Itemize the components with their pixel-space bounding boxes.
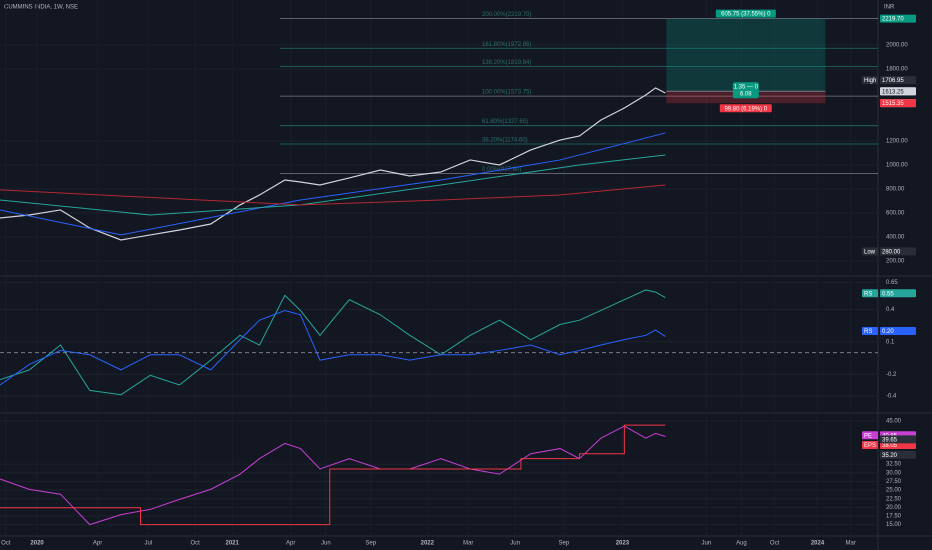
x-tick-label: 2022: [421, 541, 435, 547]
fib-label: 100.00%(1573.75): [482, 90, 531, 96]
tag-prefix: [862, 431, 878, 440]
fib-label: 138.20%(1819.84): [482, 60, 531, 66]
tag-prefix-label: EPS: [864, 443, 876, 449]
target-zone: [666, 18, 826, 92]
price-tag-label: 0.20: [882, 329, 894, 335]
x-tick-label: Oct: [190, 541, 200, 547]
price-tag: [880, 87, 916, 96]
tag-prefix: [862, 76, 878, 85]
price-tag: [880, 14, 916, 23]
series-line: [0, 184, 666, 206]
y-tick-label: 32.50: [886, 462, 902, 468]
x-tick-label: Apr: [286, 541, 295, 547]
price-tag-label: 1706.95: [882, 78, 904, 84]
ratio-label: 1.35 — 0: [734, 84, 759, 90]
series-line: [0, 289, 666, 396]
target-box: [715, 9, 776, 18]
price-tag-label: 1613.25: [882, 89, 904, 95]
price-tag-label: 0.55: [882, 291, 894, 297]
series-line: [0, 309, 666, 386]
price-tag: [880, 289, 916, 298]
y-tick-label: 22.50: [886, 496, 902, 502]
price-tag-label: 1515.35: [882, 101, 904, 107]
y-tick-label: 0.65: [886, 280, 898, 286]
tag-prefix-label: PE: [864, 433, 872, 439]
x-tick-label: Jun: [510, 541, 520, 547]
x-tick-label: 2024: [811, 541, 825, 547]
x-tick-label: Apr: [93, 541, 102, 547]
x-tick-label: Aug: [736, 541, 747, 547]
tag-prefix-label: High: [864, 78, 876, 84]
y-tick-label: 30.00: [886, 470, 902, 476]
y-tick-label: 1800.00: [886, 67, 908, 73]
y-tick-label: 800.00: [886, 187, 905, 193]
price-tag-label: 38.05: [882, 443, 898, 449]
y-tick-label: 25.00: [886, 488, 902, 494]
y-tick-label: 0.1: [886, 339, 895, 345]
fib-label: 200.00%(2219.70): [482, 12, 531, 18]
price-tag: [880, 327, 916, 335]
series-line: [0, 424, 666, 526]
tag-prefix: [862, 289, 878, 298]
price-tag: [880, 99, 916, 108]
price-tag: [880, 435, 916, 444]
x-tick-label: Mar: [463, 541, 473, 547]
y-tick-label: 2000.00: [886, 43, 908, 49]
tag-prefix-label: Low: [864, 249, 876, 255]
x-tick-label: Sep: [559, 541, 570, 547]
price-tag: [880, 247, 916, 256]
price-tag-label: 2219.70: [882, 17, 904, 23]
ratio-box: [732, 82, 759, 99]
fib-label: 161.80%(1972.85): [482, 42, 531, 48]
x-tick-label: 2020: [30, 541, 44, 547]
x-tick-label: Oct: [1, 541, 11, 547]
y-tick-label: -0.4: [886, 393, 897, 399]
price-tag-label: 280.00: [882, 249, 901, 255]
y-tick-label: 27.50: [886, 479, 902, 485]
x-tick-label: Jun: [701, 541, 711, 547]
currency: INR: [884, 5, 895, 11]
y-tick-label: 0.4: [886, 307, 895, 313]
tag-prefix-label: RS: [864, 291, 872, 297]
y-tick-label: 200.00: [886, 259, 905, 265]
y-tick-label: -0.2: [886, 372, 897, 378]
series-line: [0, 132, 666, 236]
x-tick-label: 2023: [616, 541, 630, 547]
x-tick-label: Oct: [770, 541, 780, 547]
y-tick-label: 1000.00: [886, 163, 908, 169]
series-line: [0, 425, 666, 526]
fib-label: 38.20%(1174.60): [482, 138, 528, 144]
y-tick-label: 45.00: [886, 418, 902, 424]
fib-label: 61.80%(1327.65): [482, 119, 528, 125]
price-line: [0, 87, 666, 241]
price-tag-label: 35.20: [882, 453, 898, 459]
stop-label: 99.80 (6.19%) 0: [724, 106, 767, 112]
y-tick-label: 20.00: [886, 505, 902, 511]
x-tick-label: Jun: [321, 541, 331, 547]
y-tick-label: 15.00: [886, 522, 902, 528]
price-tag: [880, 76, 916, 85]
target-label: 605.75 (37.55%) 0: [721, 12, 771, 18]
price-tag-label: 39.65: [882, 437, 898, 443]
ratio-label: 6.08: [740, 91, 752, 97]
tag-prefix: [862, 327, 878, 335]
tag-prefix: [862, 247, 878, 256]
series-line: [0, 154, 666, 216]
tag-prefix: [862, 440, 878, 449]
y-tick-label: 17.50: [886, 514, 902, 520]
tag-prefix-label: RS: [864, 329, 872, 335]
x-tick-label: Sep: [365, 541, 376, 547]
price-tag: [880, 450, 916, 459]
x-tick-label: Jul: [144, 541, 152, 547]
chart-title: CUMMINS INDIA, 1W, NSE: [4, 5, 78, 11]
x-tick-label: 2021: [226, 541, 240, 547]
y-tick-label: 400.00: [886, 235, 905, 241]
x-tick-label: Mar: [846, 541, 856, 547]
y-tick-label: 1200.00: [886, 139, 908, 145]
y-tick-label: 600.00: [886, 211, 905, 217]
stop-box: [719, 104, 772, 113]
